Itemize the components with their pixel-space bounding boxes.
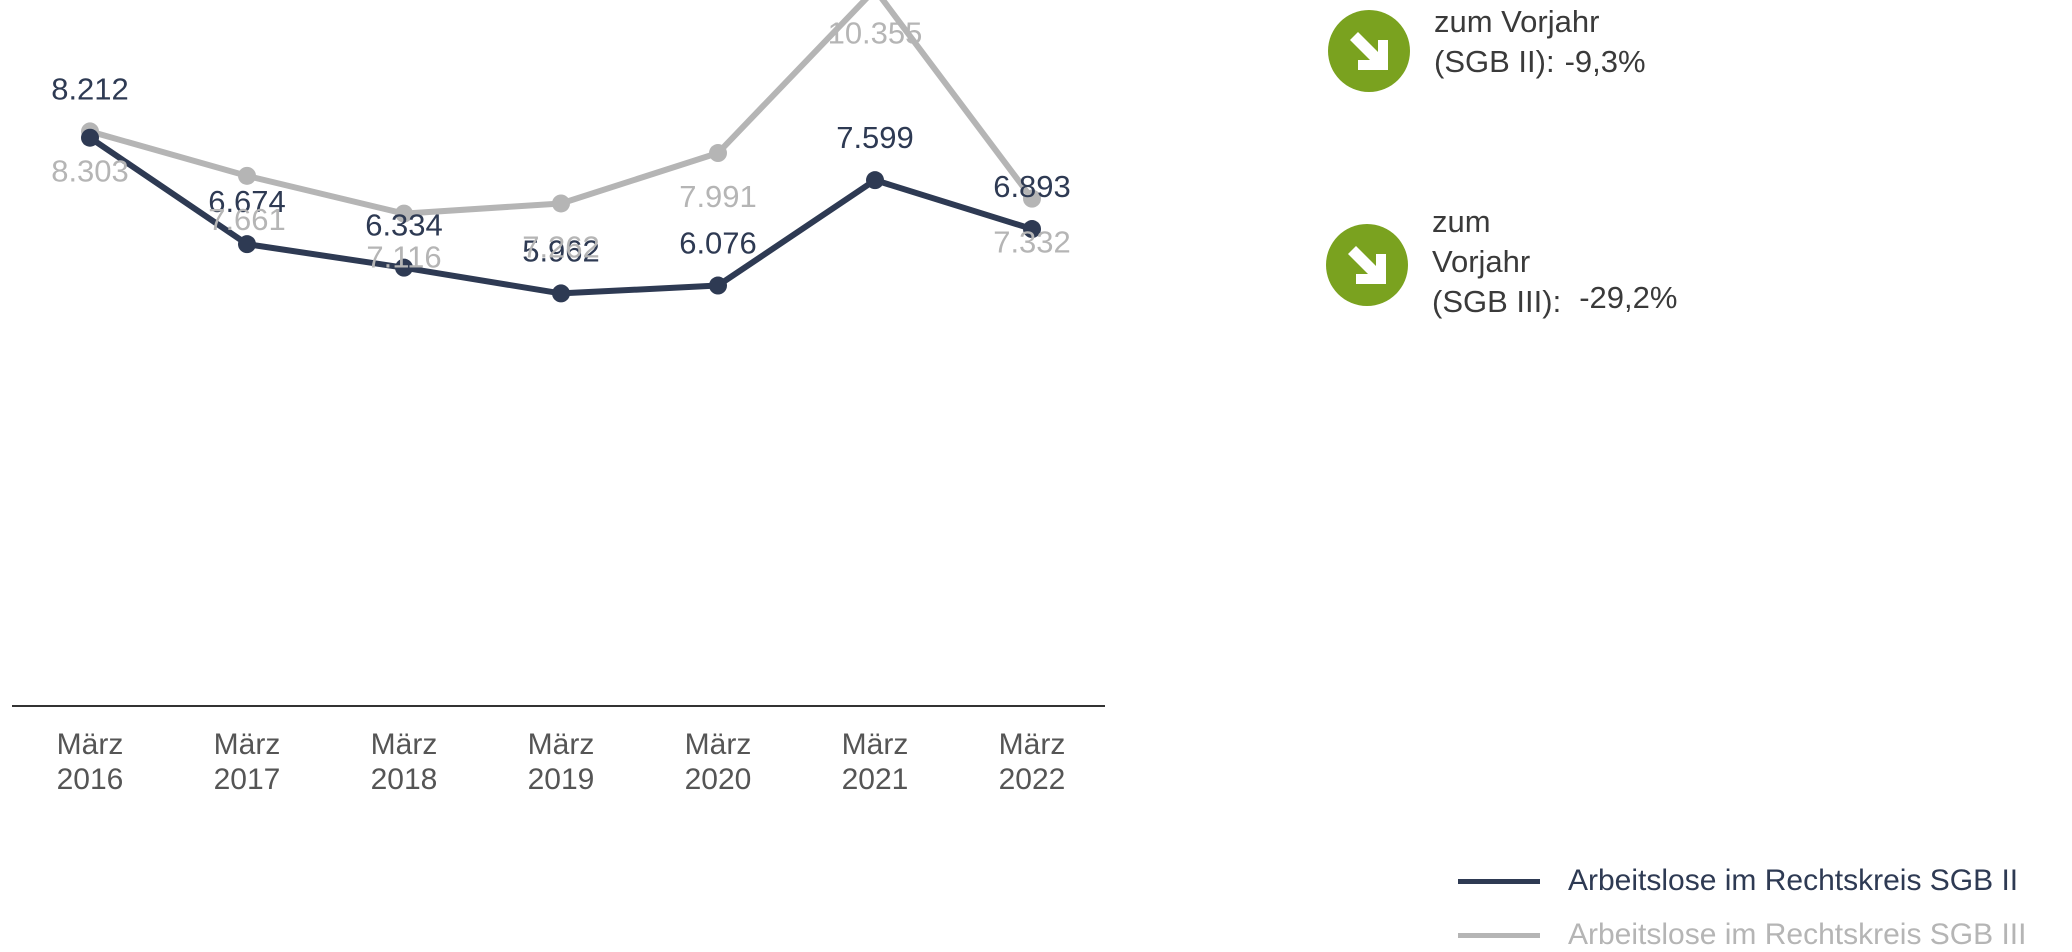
x-tick-label: März <box>999 728 1066 761</box>
x-tick-label: März <box>214 728 281 761</box>
data-label: 7.116 <box>366 240 441 275</box>
badge-label-line: zum Vorjahr <box>1434 4 1600 39</box>
change-badge-sgb3: zum Vorjahr (SGB III): -29,2% <box>1326 204 1677 322</box>
data-label: 7.991 <box>679 179 757 214</box>
data-point <box>395 258 413 277</box>
data-label: 7.262 <box>522 229 600 264</box>
badge-text: zum Vorjahr (SGB III): -29,2% <box>1432 202 1677 322</box>
x-tick-label: März <box>842 728 909 761</box>
x-tick-label: 2021 <box>842 763 909 796</box>
data-point <box>1023 189 1041 208</box>
x-tick-label: März <box>371 728 438 761</box>
badge-label-line: Vorjahr <box>1432 244 1531 279</box>
data-label: 7.599 <box>836 120 914 155</box>
arrow-down-right-icon <box>1326 224 1408 306</box>
x-tick-label: März <box>57 728 124 761</box>
data-label: 10.355 <box>828 15 923 50</box>
badge-label-scope: (SGB III): <box>1432 284 1562 319</box>
data-point <box>395 204 413 223</box>
legend-swatch <box>1458 932 1540 938</box>
data-point <box>1023 220 1041 239</box>
data-label: 8.303 <box>51 153 129 188</box>
data-label: 6.674 <box>208 184 286 219</box>
data-label: 7.661 <box>208 202 286 237</box>
data-point <box>709 276 727 295</box>
badge-text: zum Vorjahr (SGB II): -9,3% <box>1434 2 1646 82</box>
legend-item-sgb3: Arbeitslose im Rechtskreis SGB III <box>1458 918 2026 952</box>
data-point <box>238 166 256 185</box>
badge-percent: -9,3% <box>1564 44 1646 79</box>
legend-item-sgb2: Arbeitslose im Rechtskreis SGB II <box>1458 864 2018 898</box>
data-label: 5.962 <box>522 233 600 268</box>
data-label: 7.332 <box>993 225 1071 260</box>
data-point <box>238 235 256 254</box>
data-point <box>552 194 570 213</box>
data-point <box>552 284 570 303</box>
data-label: 8.212 <box>51 72 129 107</box>
x-tick-label: 2019 <box>528 763 595 796</box>
data-point <box>81 128 99 147</box>
x-tick-label: 2017 <box>214 763 281 796</box>
change-badge-sgb2: zum Vorjahr (SGB II): -9,3% <box>1328 4 1646 92</box>
data-label: 6.334 <box>365 208 443 243</box>
data-point <box>866 171 884 190</box>
badge-label-line: zum <box>1432 204 1491 239</box>
legend-label: Arbeitslose im Rechtskreis SGB III <box>1568 918 2027 951</box>
x-tick-label: März <box>685 728 752 761</box>
x-tick-label: 2020 <box>685 763 752 796</box>
x-tick-label: 2016 <box>57 763 124 796</box>
x-tick-label: 2022 <box>999 763 1066 796</box>
legend-swatch <box>1458 878 1540 884</box>
arrow-down-right-icon <box>1328 10 1410 92</box>
data-point <box>709 144 727 163</box>
x-tick-label: März <box>528 728 595 761</box>
data-label: 6.076 <box>679 226 757 261</box>
badge-label-scope: (SGB II): <box>1434 44 1555 79</box>
x-tick-label: 2018 <box>371 763 438 796</box>
data-label: 6.893 <box>993 169 1071 204</box>
legend-label: Arbeitslose im Rechtskreis SGB II <box>1568 864 2019 897</box>
badge-percent: -29,2% <box>1579 280 1678 315</box>
